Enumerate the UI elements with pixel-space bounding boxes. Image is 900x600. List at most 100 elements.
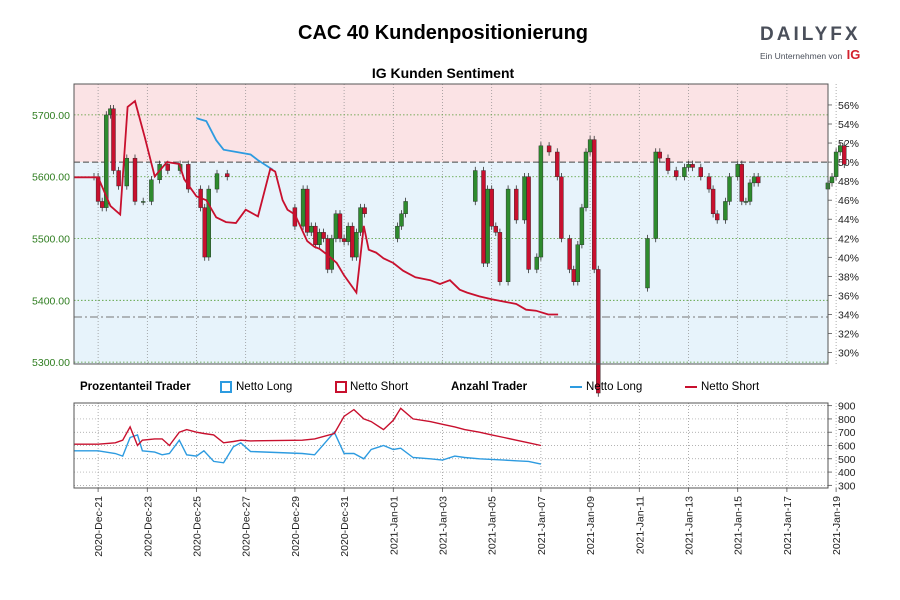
candle-up bbox=[838, 145, 843, 153]
candle-up bbox=[522, 176, 527, 221]
candle-down bbox=[165, 164, 171, 171]
legend-cnt-title: Anzahl Trader bbox=[451, 381, 528, 393]
candle-up bbox=[833, 151, 839, 177]
count-tick-label: 500 bbox=[838, 454, 856, 466]
candle-down bbox=[571, 269, 576, 282]
candle-up bbox=[723, 201, 728, 221]
candle-down bbox=[202, 207, 207, 258]
pct-short-line bbox=[73, 99, 559, 316]
legend-pct-long: Netto Long bbox=[236, 381, 293, 393]
x-tick-label: 2020-Dec-21 bbox=[93, 496, 105, 557]
x-tick-label: 2021-Jan-17 bbox=[782, 496, 794, 555]
count-tick-label: 400 bbox=[838, 467, 856, 479]
pct-tick-label: 32% bbox=[838, 329, 859, 341]
pct-tick-label: 30% bbox=[838, 348, 859, 360]
candle-down bbox=[132, 157, 138, 202]
candle-down bbox=[362, 207, 367, 215]
count-tick-label: 600 bbox=[838, 441, 856, 453]
candle-down bbox=[657, 151, 662, 159]
candle-up bbox=[333, 213, 339, 239]
x-tick-label: 2020-Dec-29 bbox=[290, 496, 302, 557]
candle-up bbox=[743, 201, 749, 203]
short-zone-bg bbox=[74, 84, 828, 163]
candle-up bbox=[354, 232, 359, 258]
chart-subtitle: IG Kunden Sentiment bbox=[371, 65, 515, 81]
candle-up bbox=[485, 188, 490, 264]
candle-up bbox=[358, 207, 363, 233]
candle-down bbox=[489, 188, 494, 227]
x-tick-label: 2021-Jan-05 bbox=[487, 496, 499, 555]
candle-up bbox=[583, 151, 589, 208]
count-short-line bbox=[73, 407, 542, 447]
legend-cnt-long: Netto Long bbox=[586, 381, 643, 393]
candle-up bbox=[579, 207, 585, 245]
count-tick-label: 300 bbox=[838, 480, 856, 492]
lower-frame bbox=[73, 402, 829, 489]
pct-tick-label: 40% bbox=[838, 252, 859, 264]
candle-up bbox=[399, 213, 404, 227]
candle-down bbox=[555, 151, 560, 177]
ig-logo-text: IG bbox=[846, 47, 861, 62]
x-tick-label: 2021-Jan-07 bbox=[536, 496, 548, 555]
candle-down bbox=[698, 167, 703, 177]
pct-tick-label: 36% bbox=[838, 290, 859, 302]
price-tick-label: 5500.00 bbox=[32, 234, 70, 246]
candle-down bbox=[842, 145, 847, 165]
price-tick-label: 5600.00 bbox=[32, 172, 70, 184]
candle-down bbox=[674, 170, 679, 177]
candle-up bbox=[403, 201, 408, 215]
price-tick-label: 5400.00 bbox=[32, 295, 70, 307]
candle-down bbox=[497, 232, 503, 282]
candle-up bbox=[309, 225, 314, 233]
candle-up bbox=[751, 176, 757, 184]
candle-up bbox=[206, 188, 212, 258]
count-tick-label: 700 bbox=[838, 427, 856, 439]
x-tick-label: 2021-Jan-13 bbox=[684, 496, 696, 555]
legend-pct-title: Prozentanteil Trader bbox=[80, 381, 191, 393]
pct-tick-label: 34% bbox=[838, 309, 859, 321]
candle-down bbox=[665, 157, 671, 171]
candle-up bbox=[329, 238, 334, 270]
candle-down bbox=[710, 188, 716, 215]
candle-down bbox=[592, 139, 597, 270]
x-tick-label: 2021-Jan-11 bbox=[634, 496, 646, 554]
logo-subline: Ein Unternehmen von bbox=[760, 51, 843, 61]
candle-up bbox=[346, 225, 351, 242]
logo-word: DAILYFX bbox=[760, 24, 861, 45]
candle-down bbox=[305, 188, 310, 233]
pct-tick-label: 50% bbox=[838, 157, 859, 169]
price-tick-label: 5300.00 bbox=[32, 357, 70, 369]
candle-down bbox=[493, 225, 498, 233]
candle-up bbox=[645, 238, 650, 289]
candle-up bbox=[104, 114, 109, 208]
candle-down bbox=[225, 173, 230, 177]
candle-up bbox=[124, 157, 130, 187]
candle-down bbox=[337, 213, 343, 239]
x-tick-label: 2021-Jan-01 bbox=[388, 496, 400, 555]
price-tick-label: 5700.00 bbox=[32, 110, 70, 122]
count-tick-label: 900 bbox=[838, 401, 856, 413]
count-long-line bbox=[73, 430, 542, 465]
candle-down bbox=[526, 176, 531, 270]
candle-up bbox=[653, 151, 658, 239]
pct-tick-label: 54% bbox=[838, 119, 859, 131]
candle-down bbox=[567, 238, 572, 270]
x-tick-label: 2021-Jan-19 bbox=[831, 496, 843, 555]
candle-up bbox=[534, 256, 539, 270]
legend-long-swatch bbox=[220, 381, 232, 393]
x-tick-label: 2020-Dec-27 bbox=[241, 496, 253, 557]
candle-up bbox=[395, 225, 400, 239]
candle-up bbox=[686, 164, 691, 168]
x-tick-label: 2021-Jan-03 bbox=[438, 496, 450, 555]
candle-down bbox=[186, 164, 191, 190]
legend-pct-short: Netto Short bbox=[350, 381, 409, 393]
legend-short-swatch bbox=[335, 381, 347, 393]
candle-down bbox=[546, 145, 552, 153]
candle-down bbox=[111, 108, 116, 171]
candle-up bbox=[575, 244, 580, 282]
candle-down bbox=[481, 170, 486, 264]
count-tick-label: 800 bbox=[838, 414, 856, 426]
candle-down bbox=[690, 164, 695, 168]
x-tick-label: 2021-Jan-09 bbox=[585, 496, 597, 555]
pct-tick-label: 46% bbox=[838, 195, 859, 207]
